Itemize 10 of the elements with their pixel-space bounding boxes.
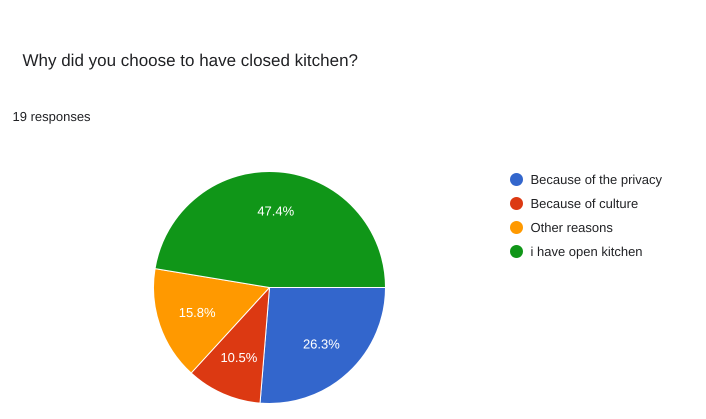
data-label: 26.3% <box>302 336 340 352</box>
legend-label: Other reasons <box>530 220 614 235</box>
data-label: 10.5% <box>220 350 258 366</box>
legend-label: i have open kitchen <box>530 244 643 259</box>
chart-subtitle: 19 responses <box>12 109 92 124</box>
data-label: 47.4% <box>257 204 295 219</box>
chart-title: Why did you choose to have closed kitchen? <box>22 51 358 70</box>
legend-label: Because of the privacy <box>530 172 663 187</box>
legend-label: Because of culture <box>530 196 638 211</box>
data-label: 15.8% <box>178 305 216 320</box>
